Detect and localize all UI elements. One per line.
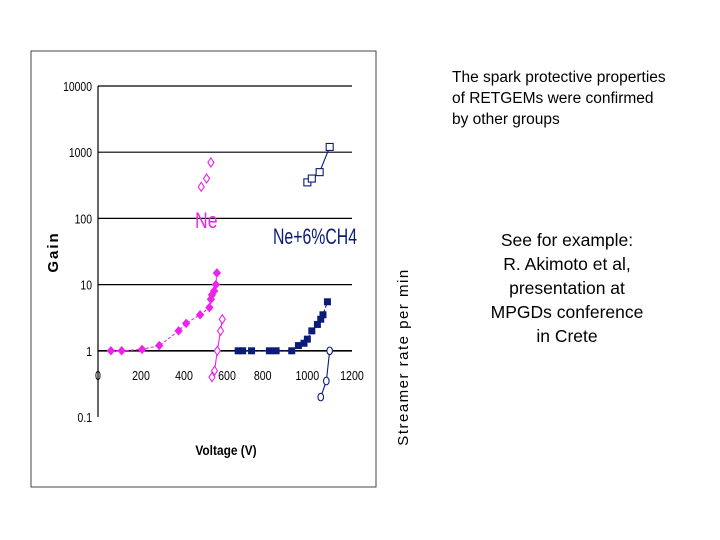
chart-frame — [30, 50, 377, 488]
x-tick-label: 400 — [175, 368, 193, 383]
caption-top-line: of RETGEMs were confirmed — [452, 90, 654, 107]
data-point — [323, 298, 331, 306]
data-point — [319, 311, 327, 319]
annotation-ne-ch4: Ne+6%CH4 — [273, 226, 357, 250]
data-point — [216, 325, 225, 337]
data-point — [155, 340, 164, 351]
data-point — [308, 327, 316, 335]
x-tick-label: 600 — [218, 368, 236, 383]
data-point — [248, 347, 256, 355]
data-point — [181, 318, 191, 329]
data-point — [239, 347, 247, 355]
data-point — [317, 315, 325, 323]
data-point — [325, 142, 334, 152]
caption-example: See for example: R. Akimoto et al, prese… — [472, 228, 662, 348]
caption-example-line: R. Akimoto et al, — [503, 254, 631, 274]
y-axis-label: Gain — [45, 231, 62, 272]
x-tick-label: 0 — [95, 368, 101, 383]
y-tick-label: 1 — [86, 345, 92, 359]
caption-example-line: presentation at — [509, 278, 625, 298]
data-point — [315, 168, 324, 177]
y-tick-label: 0.1 — [78, 411, 92, 425]
caption-top: The spark protective properties of RETGE… — [452, 67, 714, 130]
x-tick-label: 800 — [254, 368, 272, 383]
data-point — [303, 335, 311, 343]
annotation-ne: Ne — [195, 209, 217, 233]
data-point — [272, 347, 280, 355]
data-point — [307, 174, 316, 183]
caption-example-line: in Crete — [536, 326, 598, 346]
tick-labels: 10000 1000 100 10 1 0.1 0 200 400 600 800 1000 1200 — [63, 80, 364, 425]
caption-top-line: The spark protective properties — [452, 69, 666, 86]
caption-example-line: See for example: — [500, 230, 634, 250]
data-point — [195, 310, 205, 320]
caption-top-line: by other groups — [452, 111, 560, 128]
series-markers — [106, 142, 334, 402]
data-point — [197, 181, 205, 193]
data-point — [117, 346, 126, 356]
data-point — [218, 313, 226, 325]
x-tick-label: 1000 — [296, 368, 320, 383]
y-tick-label: 10000 — [63, 80, 92, 94]
data-point — [213, 345, 221, 357]
data-point — [207, 156, 215, 168]
data-point — [313, 320, 321, 328]
caption-example-line: MPGDs conference — [490, 302, 644, 322]
data-point — [212, 268, 222, 278]
data-point — [288, 347, 296, 355]
y-tick-label: 10 — [80, 279, 92, 293]
data-point — [317, 392, 325, 402]
data-point — [294, 342, 302, 350]
data-point — [174, 326, 183, 336]
data-point — [202, 173, 211, 185]
data-point — [211, 279, 220, 290]
gridlines — [97, 85, 352, 417]
data-point — [106, 346, 116, 356]
data-point — [210, 365, 219, 377]
y-tick-label: 1000 — [69, 146, 93, 160]
data-point — [265, 347, 273, 355]
data-point — [208, 371, 216, 383]
x-axis-label: Voltage (V) — [195, 442, 256, 458]
y-tick-label: 100 — [75, 212, 93, 226]
data-point — [326, 346, 334, 356]
x-tick-label: 200 — [132, 368, 150, 383]
data-point — [300, 339, 308, 347]
data-point — [322, 376, 330, 386]
y-axis-label-right: Streamer rate per min — [395, 268, 412, 445]
data-point — [137, 344, 147, 355]
data-point — [234, 347, 242, 355]
data-point — [205, 302, 214, 313]
x-tick-label: 1200 — [340, 368, 364, 383]
